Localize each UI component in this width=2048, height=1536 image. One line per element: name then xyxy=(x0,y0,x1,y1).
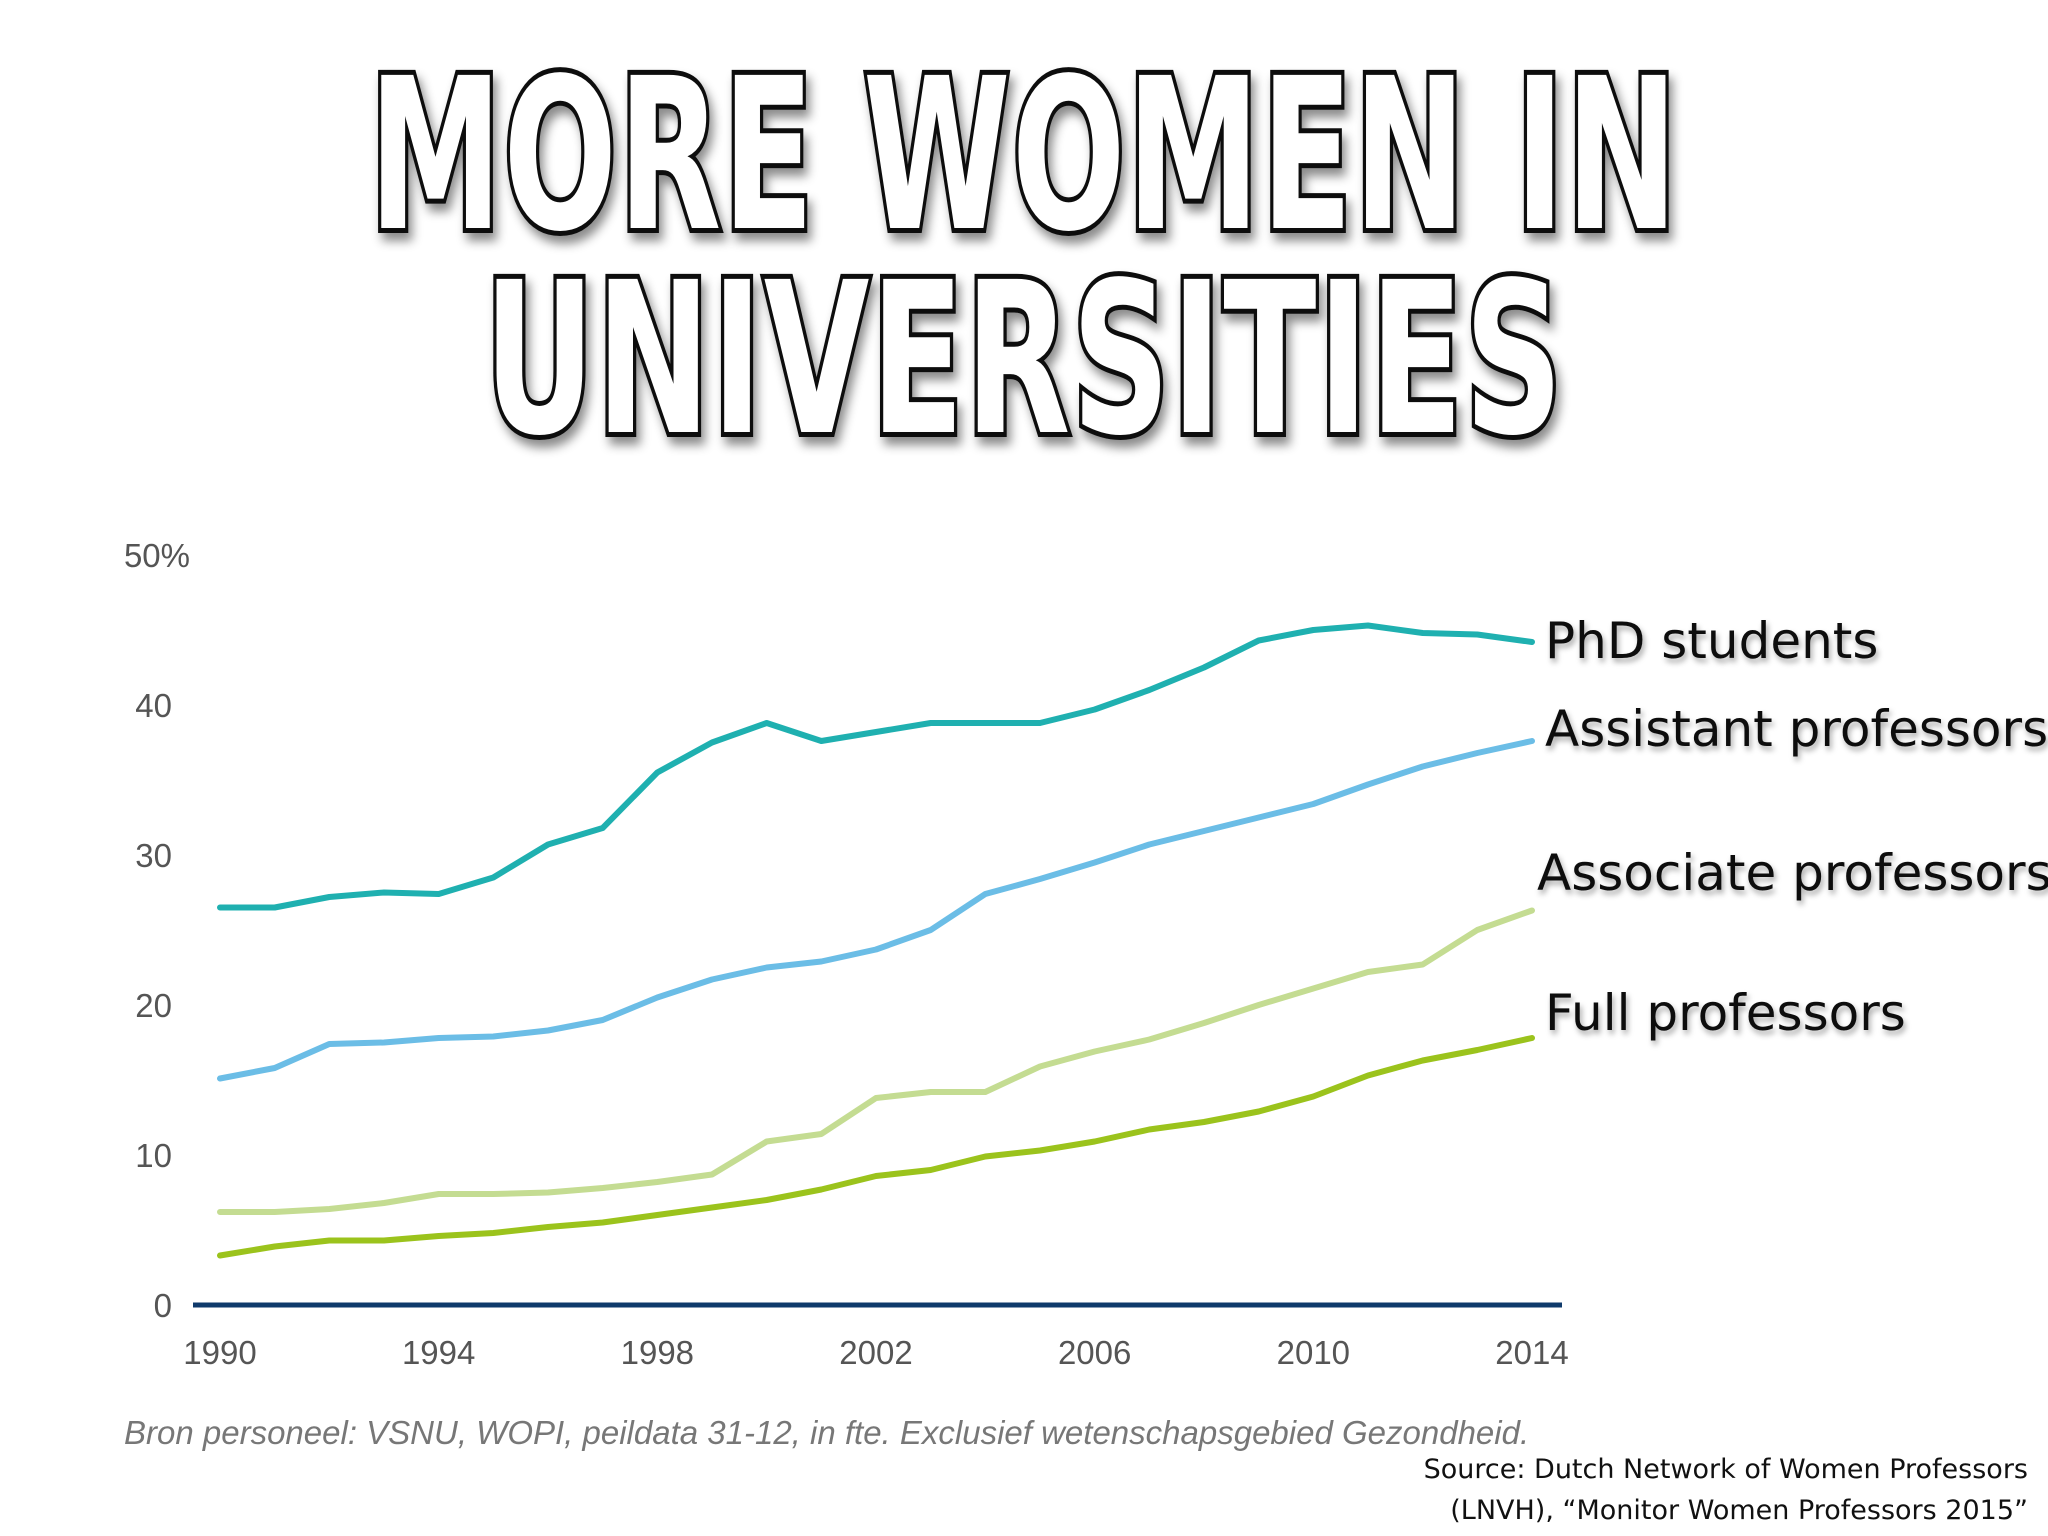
series-line-associate-professors xyxy=(217,907,1535,1215)
x-tick-label: 2002 xyxy=(839,1334,912,1371)
title-line-2: UNIVERSITIES xyxy=(484,237,1564,482)
x-tick-label: 2010 xyxy=(1277,1334,1350,1371)
chart-footnote: Bron personeel: VSNU, WOPI, peildata 31-… xyxy=(124,1414,1529,1451)
x-tick-label: 1994 xyxy=(402,1334,475,1371)
title-line-1: MORE WOMEN IN xyxy=(369,33,1679,278)
series-line-full-professors xyxy=(217,1035,1535,1259)
x-tick-label: 2014 xyxy=(1495,1334,1568,1371)
y-tick-label: 40 xyxy=(135,687,172,724)
series-label-full-professors: Full professors xyxy=(1545,984,1906,1042)
x-axis-ticks: 1990 1994 1998 2002 2006 2010 2014 xyxy=(183,1334,1568,1371)
source-line-1: Source: Dutch Network of Women Professor… xyxy=(1424,1454,2028,1485)
x-tick-label: 1998 xyxy=(621,1334,694,1371)
series-label-phd-students: PhD students xyxy=(1545,612,1878,670)
x-tick-label: 2006 xyxy=(1058,1334,1131,1371)
y-tick-label: 10 xyxy=(135,1137,172,1174)
y-tick-label: 0 xyxy=(154,1287,172,1324)
x-tick-label: 1990 xyxy=(183,1334,256,1371)
source-line-2: (LNVH), “Monitor Women Professors 2015” xyxy=(1450,1495,2028,1526)
series-lines xyxy=(217,622,1535,1259)
series-label-assistant-professors: Assistant professors xyxy=(1545,700,2048,758)
line-chart: 0 10 20 30 40 50% 1990 1994 1998 2002 2006 2010 201… xyxy=(124,537,1569,1371)
series-line-phd-students xyxy=(217,622,1535,911)
y-axis-ticks: 0 10 20 30 40 50% xyxy=(124,537,190,1324)
y-tick-label: 50% xyxy=(124,537,190,574)
y-tick-label: 20 xyxy=(135,987,172,1024)
series-label-associate-professors: Associate professors xyxy=(1537,844,2048,902)
y-tick-label: 30 xyxy=(135,837,172,874)
series-line-assistant-professors xyxy=(217,738,1535,1082)
